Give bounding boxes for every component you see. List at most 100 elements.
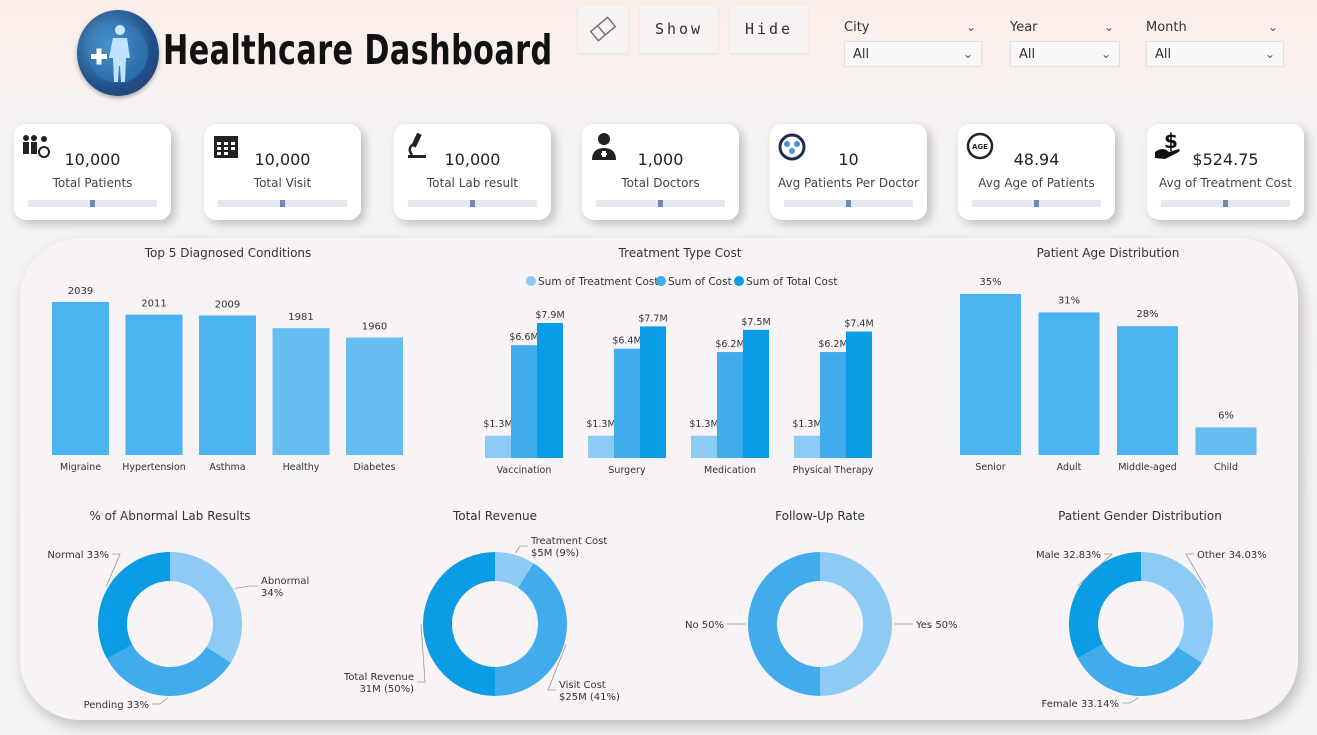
- data-label: $7.9M: [535, 310, 564, 321]
- chart-title-top-conditions: Top 5 Diagnosed Conditions: [144, 246, 312, 260]
- slice-label: Male 32.83%: [1036, 550, 1101, 561]
- x-tick-label: Adult: [1057, 462, 1082, 473]
- data-label: $1.3M: [689, 419, 718, 430]
- bar: [960, 294, 1021, 455]
- year-filter-label: Year: [1010, 20, 1038, 35]
- donut-slice: [106, 644, 231, 696]
- kpi-card-total-doctors: 1,000 Total Doctors: [582, 124, 739, 220]
- legend-marker: [526, 276, 536, 286]
- patients-icon: [23, 135, 50, 158]
- bar: [794, 435, 820, 458]
- kpi-slider[interactable]: [784, 200, 913, 207]
- bar: [537, 323, 563, 458]
- kpi-label: Total Doctors: [621, 176, 700, 190]
- kpi-slider[interactable]: [218, 200, 347, 207]
- data-label: 31%: [1058, 295, 1080, 306]
- slice-label: 34%: [261, 588, 283, 599]
- kpi-slider-handle[interactable]: [89, 200, 95, 207]
- legend-label: Sum of Total Cost: [746, 276, 838, 288]
- data-label: $6.4M: [612, 336, 641, 347]
- city-value: All: [853, 46, 870, 62]
- kpi-slider[interactable]: [28, 200, 157, 207]
- slice-label: $5M (9%): [531, 548, 579, 559]
- x-tick-label: Asthma: [209, 462, 245, 473]
- hide-button[interactable]: Hide: [730, 5, 808, 53]
- age-icon: AGE: [966, 132, 994, 160]
- data-label: 2011: [141, 299, 166, 310]
- kpi-slider-handle[interactable]: [657, 200, 663, 207]
- donut-slice: [97, 552, 170, 659]
- chevron-down-icon: ⌄: [1100, 47, 1111, 61]
- chart-title-total-revenue: Total Revenue: [452, 509, 538, 523]
- kpi-value: $524.75: [1192, 150, 1259, 169]
- kpi-slider-handle[interactable]: [279, 200, 285, 207]
- bar: [485, 435, 511, 458]
- slice-label: Normal 33%: [47, 550, 109, 561]
- kpi-card-total-patients: 10,000 Total Patients: [14, 124, 171, 220]
- slice-label: 31M (50%): [359, 684, 414, 695]
- chevron-down-icon[interactable]: ⌄: [1267, 20, 1278, 34]
- kpi-label: Total Patients: [52, 176, 133, 190]
- bar: [588, 435, 614, 458]
- chart-title-abnormal-lab: % of Abnormal Lab Results: [89, 509, 251, 523]
- leader-line: [417, 623, 426, 683]
- donut-slice: [1141, 552, 1213, 663]
- leader-line: [1122, 697, 1139, 704]
- data-label: 1960: [362, 322, 387, 333]
- bar: [1117, 326, 1178, 455]
- kpi-card-total-visit: 10,000 Total Visit: [204, 124, 361, 220]
- x-tick-label: Middle-aged: [1118, 462, 1177, 473]
- month-value: All: [1155, 46, 1172, 62]
- data-label: 1981: [288, 312, 313, 323]
- kpi-slider[interactable]: [408, 200, 537, 207]
- city-dropdown[interactable]: All ⌄: [844, 41, 982, 67]
- leader-line: [1077, 553, 1114, 587]
- kpi-slider[interactable]: [972, 200, 1101, 207]
- x-tick-label: Child: [1214, 462, 1238, 473]
- slice-label: Female 33.14%: [1042, 699, 1119, 710]
- kpi-label: Avg of Treatment Cost: [1159, 176, 1292, 190]
- data-label: 2009: [215, 300, 240, 311]
- bar: [614, 348, 640, 458]
- kpi-slider[interactable]: [1161, 200, 1290, 207]
- kpi-slider[interactable]: [596, 200, 725, 207]
- bar: [346, 337, 403, 455]
- bar: [199, 315, 256, 455]
- month-dropdown[interactable]: All ⌄: [1146, 41, 1284, 67]
- x-tick-label: Migraine: [60, 462, 101, 473]
- kpi-slider-handle[interactable]: [845, 200, 851, 207]
- dashboard-logo: [77, 10, 159, 96]
- chevron-down-icon: ⌄: [1264, 47, 1275, 61]
- legend-marker: [656, 276, 666, 286]
- eraser-button[interactable]: [578, 5, 628, 53]
- kpi-slider-handle[interactable]: [469, 200, 475, 207]
- data-label: $1.3M: [586, 419, 615, 430]
- chevron-down-icon[interactable]: ⌄: [1103, 20, 1114, 34]
- year-filter: Year ⌄ All ⌄: [1010, 20, 1120, 67]
- kpi-card-avg-age: AGE 48.94 Avg Age of Patients: [958, 124, 1115, 220]
- kpi-label: Total Visit: [253, 176, 312, 190]
- data-label: $6.2M: [715, 339, 744, 350]
- chevron-down-icon[interactable]: ⌄: [965, 20, 976, 34]
- kpi-slider-handle[interactable]: [1033, 200, 1039, 207]
- doctor-icon: [592, 133, 616, 160]
- bar: [1195, 427, 1257, 455]
- chart-title-gender-distribution: Patient Gender Distribution: [1058, 509, 1222, 523]
- slice-label: Treatment Cost: [530, 536, 607, 547]
- show-button[interactable]: Show: [640, 5, 718, 53]
- x-tick-label: Medication: [704, 465, 756, 476]
- month-filter: Month ⌄ All ⌄: [1146, 20, 1284, 67]
- kpi-card-total-lab-result: 10,000 Total Lab result: [394, 124, 551, 220]
- data-label: 6%: [1218, 410, 1234, 421]
- kpi-slider-handle[interactable]: [1222, 200, 1228, 207]
- data-label: $1.3M: [483, 419, 512, 430]
- data-label: $1.3M: [792, 419, 821, 430]
- slice-label: No 50%: [685, 620, 724, 631]
- chart-title-follow-up: Follow-Up Rate: [775, 509, 865, 523]
- year-dropdown[interactable]: All ⌄: [1010, 41, 1120, 67]
- microscope-icon: [408, 132, 426, 158]
- bar: [717, 352, 743, 458]
- chart-title-age-distribution: Patient Age Distribution: [1036, 246, 1180, 260]
- kpi-value: 10,000: [64, 150, 121, 169]
